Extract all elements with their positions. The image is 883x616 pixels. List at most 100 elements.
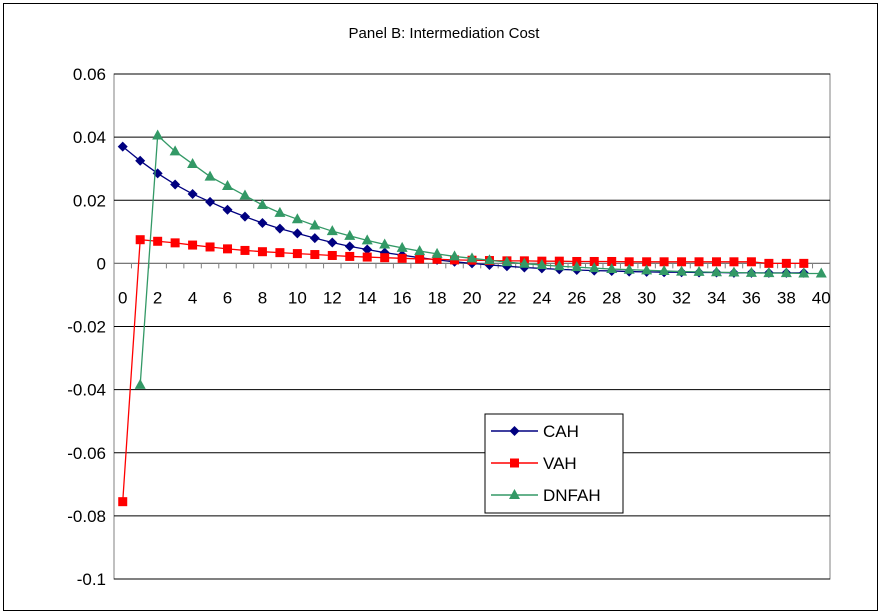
data-point-cah (344, 241, 355, 252)
data-point-dnfah (274, 206, 286, 217)
data-point-dnfah (641, 264, 653, 275)
data-point-vah (781, 258, 791, 268)
data-point-vah (292, 249, 302, 259)
data-point-vah (624, 257, 634, 267)
data-point-vah (589, 256, 599, 266)
data-point-vah (764, 258, 774, 268)
legend-label: CAH (543, 422, 579, 441)
data-point-dnfah (134, 378, 146, 389)
data-point-dnfah (693, 265, 705, 276)
data-point-dnfah (745, 266, 757, 277)
data-point-dnfah (728, 266, 740, 277)
x-tick-label: 8 (258, 288, 267, 307)
data-point-vah (240, 245, 250, 255)
data-point-cah (309, 233, 320, 244)
data-point-dnfah (414, 245, 426, 256)
data-point-cah (362, 244, 373, 255)
data-point-vah (257, 247, 267, 257)
data-point-dnfah (256, 198, 268, 209)
data-point-dnfah (780, 267, 792, 278)
data-point-dnfah (710, 266, 722, 277)
legend-item-dnfah: DNFAH (491, 486, 601, 505)
legend-marker-dnfah (509, 489, 520, 499)
legend-marker-vah (510, 458, 519, 468)
x-tick-label: 2 (153, 288, 162, 307)
x-tick-label: 10 (288, 288, 307, 307)
legend-item-vah: VAH (491, 454, 577, 473)
x-tick-label: 32 (672, 288, 691, 307)
data-point-dnfah (518, 257, 530, 268)
data-point-dnfah (763, 267, 775, 278)
data-point-cah (117, 141, 128, 152)
legend: CAH VAH DNFAH (484, 413, 624, 514)
x-tick-label: 34 (707, 288, 726, 307)
data-point-dnfah (361, 234, 373, 245)
data-point-cah (239, 211, 250, 222)
data-point-dnfah (239, 189, 251, 200)
chart-title: Panel B: Intermediation Cost (349, 25, 541, 42)
data-point-vah (642, 257, 652, 267)
x-tick-label: 6 (223, 288, 232, 307)
x-tick-label: 28 (602, 288, 621, 307)
data-point-cah (292, 228, 303, 239)
data-point-dnfah (676, 265, 688, 276)
legend-label: VAH (543, 454, 577, 473)
data-point-dnfah (291, 213, 303, 224)
data-point-dnfah (169, 145, 181, 156)
data-point-vah (432, 254, 442, 264)
data-point-vah (607, 256, 617, 266)
data-point-vah (746, 257, 756, 267)
data-point-dnfah (204, 170, 216, 181)
data-point-vah (170, 238, 180, 248)
y-axis-tick-labels: 0.06 0.04 0.02 0 -0.02 -0.04 -0.06 -0.08 -0.1 (67, 65, 106, 589)
x-tick-label: 22 (497, 288, 516, 307)
data-point-dnfah (379, 238, 391, 249)
y-tick-label: 0.06 (73, 65, 106, 84)
y-tick-label: -0.08 (67, 507, 106, 526)
y-tick-label: 0.02 (73, 191, 106, 210)
data-point-cah (170, 179, 181, 190)
data-point-dnfah (431, 247, 443, 258)
data-point-cah (274, 223, 285, 234)
x-tick-label: 30 (637, 288, 656, 307)
data-point-vah (153, 236, 163, 246)
legend-item-cah: CAH (491, 422, 579, 441)
data-point-dnfah (798, 267, 810, 278)
x-tick-label: 14 (358, 288, 377, 307)
data-point-vah (415, 254, 425, 264)
legend-marker-cah (509, 426, 520, 436)
data-point-dnfah (553, 260, 565, 271)
series-line-dnfah (139, 134, 822, 385)
data-point-cah (327, 237, 338, 248)
data-point-cah (205, 196, 216, 207)
data-point-vah (345, 251, 355, 261)
series-line-vah (122, 238, 804, 502)
x-tick-label: 38 (777, 288, 796, 307)
legend-box (484, 413, 624, 514)
data-point-dnfah (187, 157, 199, 168)
legend-label: DNFAH (543, 486, 601, 505)
data-point-vah (380, 253, 390, 263)
data-point-dnfah (449, 250, 461, 261)
data-point-dnfah (309, 219, 321, 230)
data-point-vah (397, 253, 407, 263)
data-point-vah (729, 257, 739, 267)
data-point-dnfah (344, 229, 356, 240)
data-point-dnfah (501, 256, 513, 267)
data-point-dnfah (326, 225, 338, 236)
data-point-vah (694, 257, 704, 267)
data-point-dnfah (536, 258, 548, 269)
data-point-dnfah (222, 180, 234, 191)
data-point-dnfah (152, 129, 164, 140)
data-point-dnfah (396, 241, 408, 252)
data-point-vah (362, 252, 372, 262)
data-point-vah (205, 242, 215, 252)
x-tick-label: 4 (188, 288, 197, 307)
data-point-vah (188, 240, 198, 250)
data-point-vah (799, 258, 809, 268)
data-point-vah (711, 257, 721, 267)
data-point-vah (275, 248, 285, 258)
x-tick-label: 26 (567, 288, 586, 307)
y-tick-label: -0.06 (67, 444, 106, 463)
